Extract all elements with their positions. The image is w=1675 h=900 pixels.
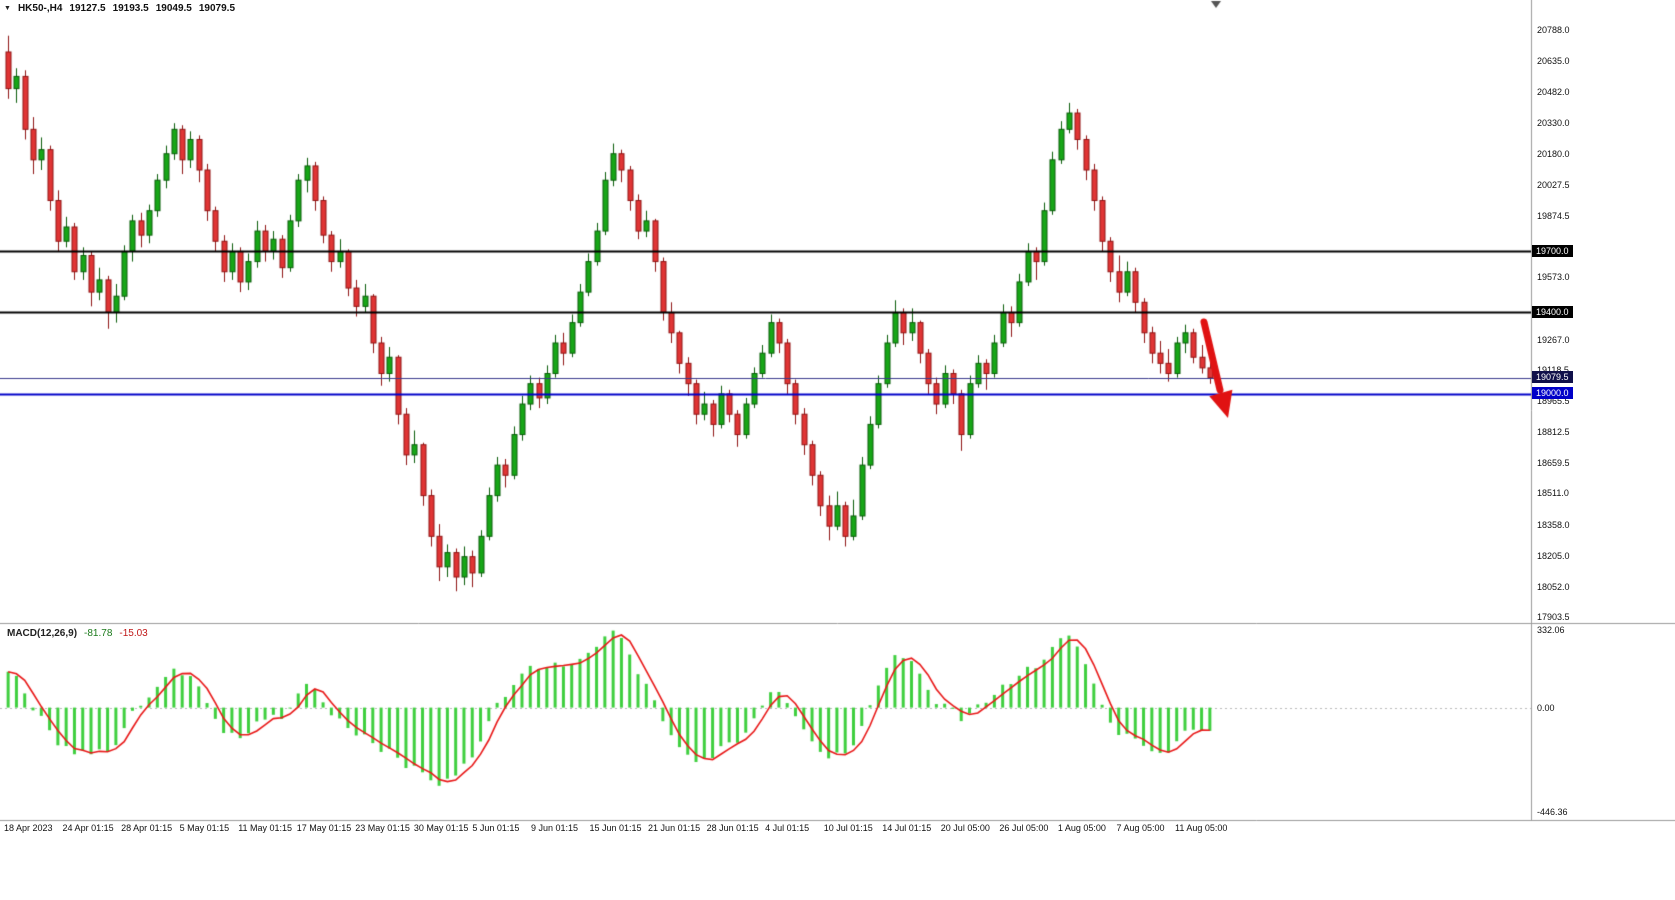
time-axis-label: 28 Jun 01:15	[706, 823, 759, 833]
macd-axis-label: 332.06	[1537, 624, 1565, 635]
time-axis-label: 5 Jun 01:15	[472, 823, 520, 833]
macd-title-label: MACD(12,26,9)	[7, 628, 78, 639]
time-axis-label: 4 Jul 01:15	[765, 823, 810, 833]
price-axis-label: 20482.0	[1537, 87, 1570, 98]
ohlc-close-value: 19079.5	[198, 3, 236, 14]
time-axis-label: 11 Aug 05:00	[1175, 823, 1228, 833]
ohlc-low-value: 19049.5	[155, 3, 192, 14]
price-axis-label: 18659.5	[1537, 458, 1570, 469]
symbol-period-label: HK50-,H4	[17, 3, 63, 14]
price-axis-label: 19267.0	[1537, 334, 1570, 345]
time-axis-label: 14 Jul 01:15	[882, 823, 932, 833]
time-axis-label: 21 Jun 01:15	[648, 823, 701, 833]
price-axis-label: 18812.5	[1537, 427, 1570, 438]
price-axis-label: 20635.0	[1537, 56, 1570, 67]
macd-axis-label: -446.36	[1537, 807, 1568, 817]
macd-indicator-header: MACD(12,26,9) -81.78 -15.03	[7, 628, 148, 639]
price-axis-label: 18205.0	[1537, 550, 1570, 561]
time-axis-label: 24 Apr 01:15	[62, 823, 114, 833]
price-axis-label: 18358.0	[1537, 519, 1570, 530]
time-axis-label: 9 Jun 01:15	[530, 823, 578, 833]
price-axis-label: 20330.0	[1537, 118, 1570, 129]
price-axis-label: 18965.5	[1537, 395, 1570, 406]
price-axis-label: 17903.5	[1537, 612, 1570, 622]
time-axis-label: 10 Jul 01:15	[823, 823, 873, 833]
time-axis-label: 11 May 01:15	[238, 823, 293, 833]
chart-info-header: ▼ HK50-,H4 19127.5 19193.5 19049.5 19079…	[4, 3, 235, 14]
price-axis-label: 18052.0	[1537, 581, 1570, 592]
time-axis-label: 15 Jun 01:15	[589, 823, 642, 833]
macd-signal-value: -15.03	[119, 628, 148, 639]
time-axis-label: 1 Aug 05:00	[1057, 823, 1106, 833]
hline-price-flag: 19400.0	[1532, 305, 1573, 318]
time-axis-label: 30 May 01:15	[413, 823, 469, 833]
time-axis-label: 5 May 01:15	[179, 823, 230, 833]
hline-price-flag: 19000.0	[1532, 387, 1573, 400]
time-axis-label: 17 May 01:15	[296, 823, 352, 833]
price-axis-label: 19874.5	[1537, 210, 1570, 221]
hline-price-flag: 19700.0	[1532, 244, 1573, 257]
ohlc-open-value: 19127.5	[69, 3, 106, 14]
time-axis-label: 18 Apr 2023	[4, 823, 53, 833]
time-axis-label: 26 Jul 05:00	[999, 823, 1049, 833]
hline-price-flag: 19079.5	[1532, 371, 1573, 384]
time-axis-label: 20 Jul 05:00	[940, 823, 990, 833]
price-axis-label: 18511.0	[1537, 488, 1569, 499]
price-axis-label: 19573.0	[1537, 272, 1570, 283]
ohlc-high-value: 19193.5	[112, 3, 149, 14]
macd-main-value: -81.78	[84, 628, 113, 639]
price-axis-label: 20027.5	[1537, 179, 1570, 190]
price-axis-label: 20180.0	[1537, 148, 1570, 159]
time-axis-label: 23 May 01:15	[355, 823, 410, 833]
price-axis-label: 20788.0	[1537, 25, 1570, 35]
macd-axis-label: 0.00	[1537, 702, 1555, 713]
price-axis-label: 19118.5	[1537, 364, 1569, 375]
quick-trade-dropdown-icon[interactable]: ▼	[4, 5, 11, 12]
time-axis-label: 28 Apr 01:15	[121, 823, 173, 833]
time-axis-label: 7 Aug 05:00	[1116, 823, 1165, 833]
time-axis[interactable]: 18 Apr 2023 24 Apr 01:15 28 Apr 01:15 5 May…	[0, 823, 1675, 837]
